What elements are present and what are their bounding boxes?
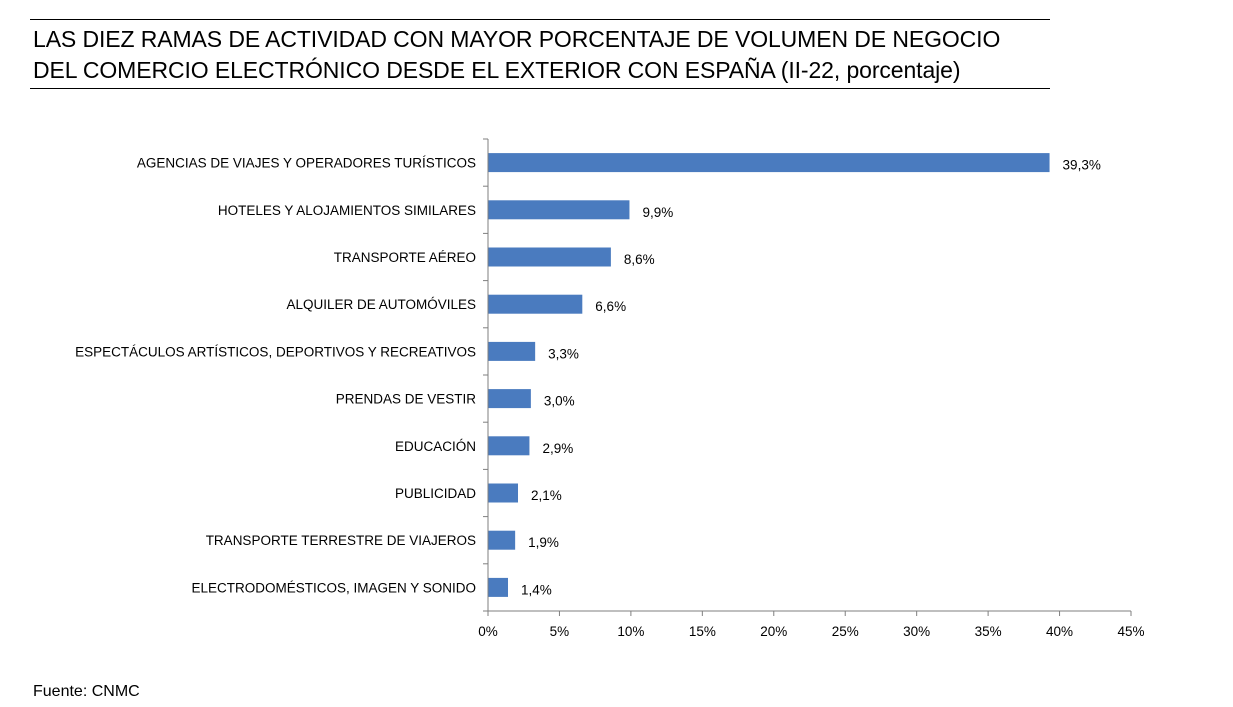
x-tick-label: 35% xyxy=(975,624,1002,639)
x-tick-label: 40% xyxy=(1046,624,1073,639)
chart-title: LAS DIEZ RAMAS DE ACTIVIDAD CON MAYOR PO… xyxy=(33,24,1053,86)
x-tick-label: 20% xyxy=(760,624,787,639)
x-tick-label: 15% xyxy=(689,624,716,639)
title-rule-bottom xyxy=(30,88,1050,89)
category-label: HOTELES Y ALOJAMIENTOS SIMILARES xyxy=(218,203,476,218)
x-tick-label: 30% xyxy=(903,624,930,639)
x-tick-label: 25% xyxy=(832,624,859,639)
value-label: 3,3% xyxy=(548,346,579,361)
category-label: ELECTRODOMÉSTICOS, IMAGEN Y SONIDO xyxy=(191,580,476,595)
bar xyxy=(488,436,530,456)
value-label: 3,0% xyxy=(544,394,575,409)
x-tick-label: 10% xyxy=(617,624,644,639)
category-label: TRANSPORTE TERRESTRE DE VIAJEROS xyxy=(206,533,476,548)
category-label: ALQUILER DE AUTOMÓVILES xyxy=(286,297,476,312)
bar xyxy=(488,200,630,220)
bar xyxy=(488,483,519,503)
bar xyxy=(488,294,583,314)
bar xyxy=(488,247,611,267)
value-label: 1,4% xyxy=(521,582,552,597)
chart-title-line-1: LAS DIEZ RAMAS DE ACTIVIDAD CON MAYOR PO… xyxy=(33,26,1001,52)
x-tick-label: 0% xyxy=(478,624,498,639)
value-label: 6,6% xyxy=(595,299,626,314)
title-rule-top xyxy=(30,19,1050,20)
category-label: PUBLICIDAD xyxy=(395,486,476,501)
category-label: ESPECTÁCULOS ARTÍSTICOS, DEPORTIVOS Y RE… xyxy=(75,344,476,359)
value-label: 39,3% xyxy=(1063,158,1101,173)
bar xyxy=(488,153,1050,173)
value-label: 8,6% xyxy=(624,252,655,267)
x-tick-label: 5% xyxy=(550,624,570,639)
value-label: 2,1% xyxy=(531,488,562,503)
source-note: Fuente: CNMC xyxy=(33,683,140,700)
bar xyxy=(488,577,509,597)
category-label: EDUCACIÓN xyxy=(395,439,476,454)
value-label: 9,9% xyxy=(642,205,673,220)
category-label: PRENDAS DE VESTIR xyxy=(336,392,477,407)
category-label: AGENCIAS DE VIAJES Y OPERADORES TURÍSTIC… xyxy=(137,156,476,171)
bar xyxy=(488,389,531,409)
bar xyxy=(488,341,536,361)
bar xyxy=(488,530,516,550)
value-label: 2,9% xyxy=(542,441,573,456)
x-tick-label: 45% xyxy=(1117,624,1144,639)
value-label: 1,9% xyxy=(528,535,559,550)
chart-title-line-2: DEL COMERCIO ELECTRÓNICO DESDE EL EXTERI… xyxy=(33,57,961,83)
category-label: TRANSPORTE AÉREO xyxy=(334,250,476,265)
